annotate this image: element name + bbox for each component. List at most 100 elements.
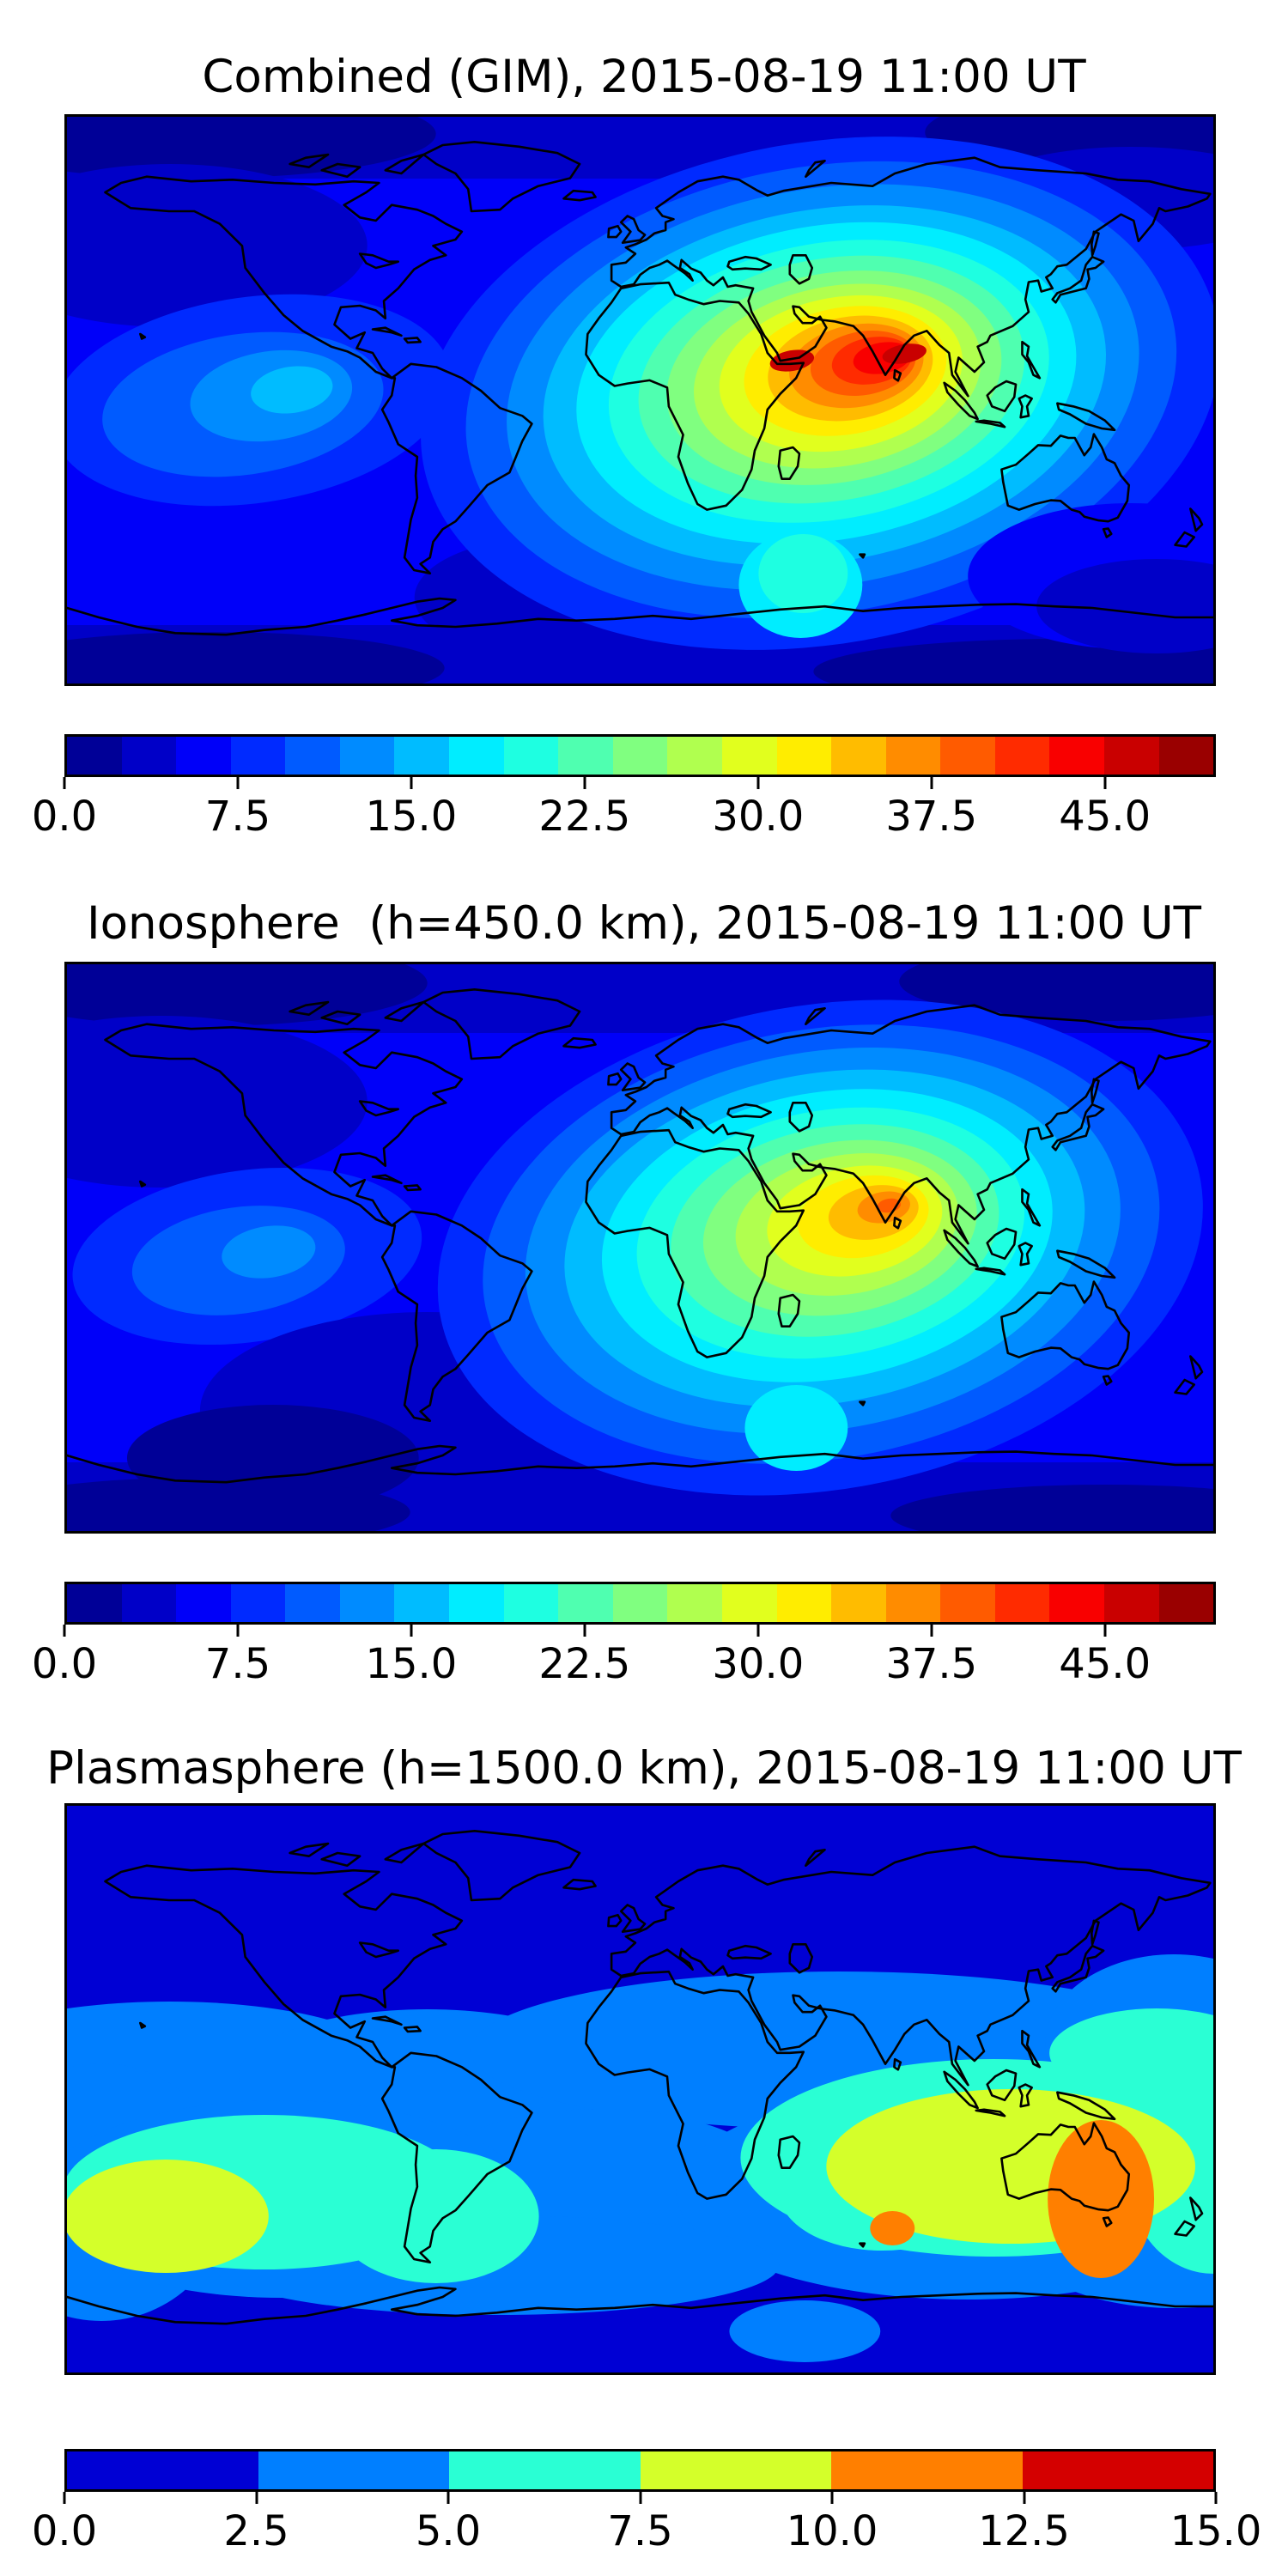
map-svg — [67, 1806, 1213, 2372]
colorbar-tick-label: 22.5 — [538, 793, 631, 841]
colorbar-tick-label: 15.0 — [365, 793, 458, 841]
tec-contour-field — [67, 964, 1213, 1531]
colorbar-tick-label: 45.0 — [1059, 1640, 1151, 1688]
colorbar-band — [558, 1584, 613, 1622]
colorbar-band — [940, 1584, 995, 1622]
colorbar-band — [121, 1584, 177, 1622]
colorbar-tick-mark — [63, 2492, 66, 2504]
colorbar-band — [831, 737, 886, 775]
colorbar-band — [230, 1584, 286, 1622]
colorbar-tick-mark — [930, 777, 933, 789]
coastlines — [67, 141, 1213, 636]
colorbar-combined — [64, 734, 1216, 777]
colorbar-band — [612, 737, 668, 775]
colorbar-tick-label: 10.0 — [786, 2507, 878, 2555]
colorbar-band — [667, 737, 722, 775]
colorbar-band — [176, 737, 231, 775]
colorbar-ticks-ionosphere: 0.0 7.5 15.0 22.5 30.0 37.5 45.0 — [32, 1625, 1216, 1698]
coastlines — [67, 988, 1213, 1484]
colorbar-band — [449, 737, 504, 775]
colorbar-ionosphere — [64, 1582, 1216, 1625]
colorbar-band — [776, 737, 832, 775]
colorbar-tick-mark — [63, 1625, 66, 1637]
colorbar-band — [339, 1584, 395, 1622]
colorbar-plasmasphere — [64, 2449, 1216, 2492]
colorbar-band — [612, 1584, 668, 1622]
colorbar-tick-label: 30.0 — [712, 1640, 805, 1688]
colorbar-band — [1049, 737, 1104, 775]
colorbar-band — [394, 737, 450, 775]
colorbar-tick-mark — [583, 1625, 586, 1637]
map-svg — [67, 964, 1213, 1531]
colorbar-ticks-combined: 0.0 7.5 15.0 22.5 30.0 37.5 45.0 — [32, 777, 1216, 850]
coastlines — [67, 1830, 1213, 2325]
colorbar-band — [121, 737, 177, 775]
colorbar-band — [667, 1584, 722, 1622]
colorbar-band — [1103, 1584, 1159, 1622]
panel-1-title: Combined (GIM), 2015-08-19 11:00 UT — [202, 51, 1086, 103]
colorbar-tick-label: 45.0 — [1059, 793, 1151, 841]
colorbar-band — [449, 1584, 504, 1622]
colorbar-tick-mark — [1103, 777, 1107, 789]
colorbar-tick-mark — [447, 2492, 450, 2504]
colorbar-band — [258, 2451, 449, 2489]
colorbar-tick-label: 22.5 — [538, 1640, 631, 1688]
colorbar-tick-label: 0.0 — [31, 1640, 98, 1688]
colorbar-tick-label: 2.5 — [223, 2507, 289, 2555]
colorbar-tick-label: 7.5 — [204, 793, 271, 841]
map-svg — [67, 117, 1213, 683]
colorbar-band — [1103, 737, 1159, 775]
colorbar-band — [1158, 737, 1214, 775]
colorbar-tick-mark — [63, 777, 66, 789]
colorbar-tick-label: 15.0 — [1170, 2507, 1262, 2555]
colorbar-band — [230, 737, 286, 775]
colorbar-tick-label: 15.0 — [365, 1640, 458, 1688]
colorbar-tick-mark — [1214, 2492, 1218, 2504]
colorbar-tick-label: 0.0 — [31, 793, 98, 841]
colorbar-band — [776, 1584, 832, 1622]
colorbar-band — [67, 2451, 258, 2489]
world-map-combined — [64, 114, 1216, 686]
colorbar-band — [558, 737, 613, 775]
colorbar-band — [994, 1584, 1050, 1622]
colorbar-tick-label: 0.0 — [31, 2507, 98, 2555]
colorbar-tick-mark — [410, 777, 413, 789]
colorbar-band — [885, 737, 941, 775]
colorbar-tick-mark — [756, 777, 760, 789]
colorbar-tick-label: 7.5 — [204, 1640, 271, 1688]
colorbar-tick-mark — [236, 1625, 240, 1637]
world-map-plasmasphere — [64, 1803, 1216, 2375]
colorbar-tick-mark — [583, 777, 586, 789]
colorbar-tick-label: 37.5 — [885, 793, 978, 841]
panel-3-title: Plasmasphere (h=1500.0 km), 2015-08-19 1… — [46, 1742, 1242, 1795]
colorbar-band — [449, 2451, 641, 2489]
colorbar-band — [67, 1584, 122, 1622]
colorbar-band — [339, 737, 395, 775]
colorbar-tick-label: 12.5 — [978, 2507, 1070, 2555]
colorbar-band — [503, 737, 559, 775]
colorbar-band — [394, 1584, 450, 1622]
colorbar-ticks-plasmasphere: 0.0 2.5 5.0 7.5 10.0 12.5 15.0 — [32, 2492, 1261, 2565]
colorbar-tick-label: 30.0 — [712, 793, 805, 841]
colorbar-band — [721, 737, 777, 775]
colorbar-tick-label: 37.5 — [885, 1640, 978, 1688]
tec-contour-field — [67, 1954, 1213, 2362]
colorbar-tick-mark — [1023, 2492, 1025, 2504]
colorbar-band — [285, 1584, 340, 1622]
colorbar-band — [1158, 1584, 1214, 1622]
colorbar-tick-mark — [930, 1625, 933, 1637]
colorbar-band — [640, 2451, 831, 2489]
colorbar-band — [940, 737, 995, 775]
colorbar-band — [1049, 1584, 1104, 1622]
colorbar-band — [831, 1584, 886, 1622]
colorbar-tick-mark — [410, 1625, 413, 1637]
colorbar-tick-mark — [255, 2492, 258, 2504]
colorbar-band — [721, 1584, 777, 1622]
panel-2-title: Ionosphere (h=450.0 km), 2015-08-19 11:0… — [86, 897, 1201, 950]
colorbar-tick-label: 5.0 — [415, 2507, 482, 2555]
colorbar-tick-label: 7.5 — [607, 2507, 673, 2555]
colorbar-band — [503, 1584, 559, 1622]
colorbar-band — [285, 737, 340, 775]
colorbar-band — [885, 1584, 941, 1622]
